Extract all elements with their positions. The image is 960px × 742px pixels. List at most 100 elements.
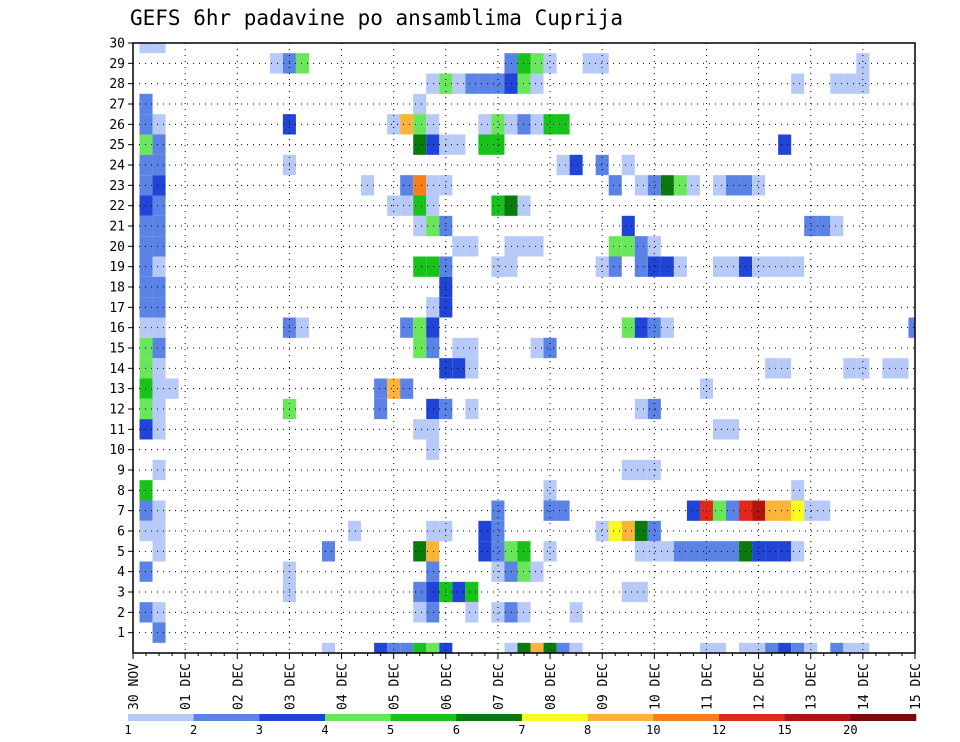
heatmap-cell	[908, 317, 915, 338]
heatmap-cell	[765, 256, 779, 277]
heatmap-cell	[778, 500, 792, 521]
heatmap-cell	[491, 73, 505, 94]
heatmap-cell	[426, 215, 440, 237]
colorbar-label: 2	[190, 723, 197, 737]
heatmap-cell	[269, 53, 283, 74]
heatmap-cell	[752, 642, 766, 653]
heatmap-cell	[452, 73, 466, 94]
heatmap-cell	[712, 500, 727, 521]
heatmap-cell	[634, 581, 648, 603]
heatmap-cell	[595, 154, 609, 176]
heatmap-cell	[530, 337, 544, 359]
heatmap-cell	[882, 358, 896, 379]
x-tick-label: 12 DEC	[753, 663, 768, 710]
y-tick-label: 2	[117, 606, 125, 621]
heatmap-cell	[686, 175, 700, 196]
heatmap-cell	[139, 378, 153, 399]
heatmap-cell	[504, 256, 518, 277]
heatmap-cell	[139, 297, 153, 318]
heatmap-cell	[413, 602, 427, 623]
x-tick-label: 05 DEC	[388, 663, 403, 710]
heatmap-cell	[152, 317, 166, 338]
colorbar-label: 1	[124, 723, 131, 737]
heatmap-cell	[139, 520, 153, 542]
heatmap-cell	[830, 73, 844, 94]
heatmap-cell	[152, 256, 166, 277]
heatmap-cell	[843, 73, 857, 94]
heatmap-cell	[843, 642, 857, 653]
heatmap-cell	[139, 175, 153, 196]
heatmap-cell	[791, 73, 805, 94]
heatmap-cell	[791, 500, 805, 521]
heatmap-cell	[426, 337, 440, 359]
heatmap-cell	[752, 541, 766, 562]
x-tick-label: 02 DEC	[231, 663, 246, 710]
heatmap-cell	[139, 114, 153, 135]
heatmap-cell	[856, 358, 870, 379]
x-tick-label: 01 DEC	[179, 663, 194, 710]
x-tick-label: 06 DEC	[440, 663, 455, 710]
x-tick-label: 10 DEC	[648, 663, 663, 710]
heatmap-cell	[621, 581, 635, 603]
heatmap-cell	[673, 541, 687, 562]
heatmap-cell	[530, 53, 544, 74]
heatmap-cell	[321, 642, 336, 653]
heatmap-cell	[426, 439, 440, 460]
heatmap-cell	[348, 520, 362, 542]
heatmap-cell	[374, 378, 388, 399]
heatmap-cell	[413, 93, 427, 115]
heatmap-cell	[543, 114, 557, 135]
y-tick-label: 1	[117, 626, 125, 641]
heatmap-cell	[139, 195, 153, 216]
heatmap-cell	[673, 256, 687, 277]
colorbar-label: 15	[777, 723, 791, 737]
heatmap-cell	[139, 419, 153, 440]
y-tick-label: 28	[109, 77, 125, 92]
heatmap-cell	[543, 480, 557, 501]
heatmap-cell	[139, 134, 153, 155]
heatmap-cell	[374, 398, 388, 420]
y-tick-label: 5	[117, 545, 125, 560]
heatmap-cell	[452, 134, 466, 155]
y-tick-label: 6	[117, 525, 125, 540]
heatmap-cell	[465, 337, 479, 359]
heatmap-cell	[726, 500, 740, 521]
y-tick-label: 18	[109, 281, 125, 296]
heatmap-cell	[465, 398, 479, 420]
heatmap-cell	[699, 541, 713, 562]
heatmap-cell	[804, 500, 818, 521]
heatmap-cell	[295, 317, 309, 338]
heatmap-cell	[595, 520, 609, 542]
heatmap-cell	[152, 154, 166, 176]
heatmap-cell	[830, 215, 844, 237]
y-tick-label: 25	[109, 138, 125, 153]
heatmap-cell	[504, 642, 518, 653]
heatmap-cell	[426, 541, 440, 562]
heatmap-cell	[778, 541, 792, 562]
x-tick-label: 13 DEC	[805, 663, 820, 710]
heatmap-cell	[504, 195, 518, 216]
heatmap-cell	[152, 297, 166, 318]
heatmap-cell	[634, 398, 648, 420]
y-tick-label: 13	[109, 382, 125, 397]
heatmap-cell	[139, 398, 153, 420]
heatmap-cell	[478, 541, 492, 562]
heatmap-cell	[139, 276, 153, 298]
x-tick-label: 11 DEC	[700, 663, 715, 710]
heatmap-cell	[478, 73, 492, 94]
heatmap-cell	[569, 602, 583, 623]
heatmap-cell	[778, 642, 792, 653]
heatmap-cell	[673, 175, 687, 196]
heatmap-cell	[321, 541, 336, 562]
heatmap-cell	[491, 541, 505, 562]
heatmap-cell	[491, 134, 505, 155]
heatmap-cell	[426, 297, 440, 318]
heatmap-cell	[139, 236, 153, 257]
x-tick-label: 14 DEC	[857, 663, 872, 710]
heatmap-cell	[647, 256, 661, 277]
heatmap-cell	[504, 114, 518, 135]
heatmap-cell	[152, 541, 166, 562]
heatmap-cell	[608, 236, 622, 257]
heatmap-cell	[139, 358, 153, 379]
